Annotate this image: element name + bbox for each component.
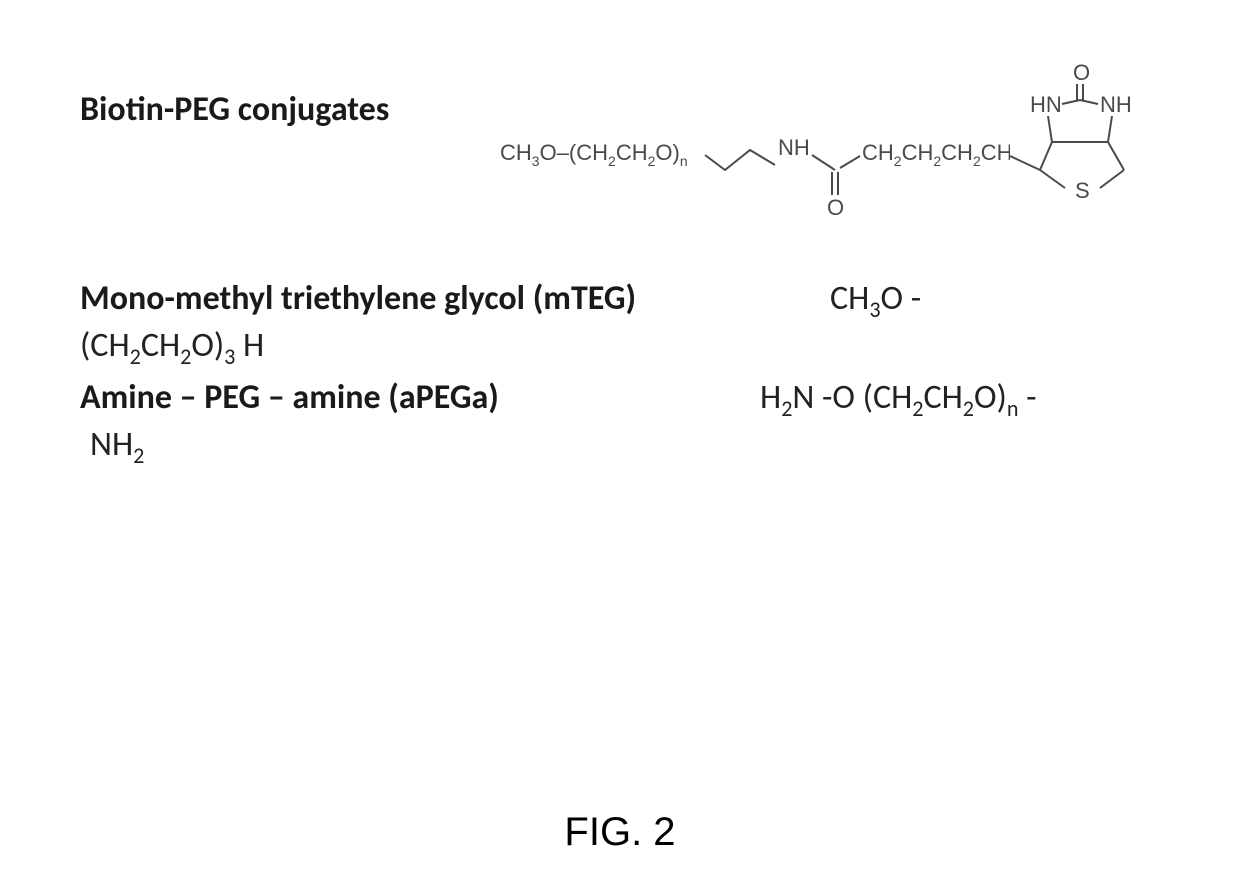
mteg-formula-wrap: (CH2CH2O)3 H <box>80 327 1180 364</box>
row-mteg: Mono-methyl triethylene glycol (mTEG) CH… <box>80 280 1180 317</box>
apega-label: Amine – PEG – amine (aPEGa) <box>80 379 640 416</box>
svg-text:NH: NH <box>1100 92 1132 117</box>
svg-text:O: O <box>1073 60 1090 85</box>
svg-text:CH3O–(CH2CH2O)n: CH3O–(CH2CH2O)n <box>500 140 688 169</box>
apega-formula-wrap: NH2 <box>80 426 1180 463</box>
svg-text:S: S <box>1075 178 1090 203</box>
biotin-svg: CH3O–(CH2CH2O)n NH O CH2CH2CH2CH2 S <box>500 60 1160 230</box>
svg-text:HN: HN <box>1030 92 1062 117</box>
biotin-structure: CH3O–(CH2CH2O)n NH O CH2CH2CH2CH2 S <box>500 60 1200 230</box>
mteg-formula-right: CH3O - <box>780 280 921 317</box>
biotin-title: Biotin-PEG conjugates <box>80 60 500 131</box>
svg-text:CH2CH2CH2CH2: CH2CH2CH2CH2 <box>862 140 1021 169</box>
svg-text:O: O <box>827 195 844 220</box>
figure-caption: FIG. 2 <box>0 810 1240 855</box>
row-biotin: Biotin-PEG conjugates CH3O–(CH2CH2O)n NH… <box>80 60 1180 230</box>
svg-text:NH: NH <box>778 135 810 160</box>
row-apega: Amine – PEG – amine (aPEGa) H2N -O (CH2C… <box>80 379 1180 416</box>
apega-formula-right: H2N -O (CH2CH2O)n - <box>640 379 1037 416</box>
figure-content: Biotin-PEG conjugates CH3O–(CH2CH2O)n NH… <box>0 0 1240 464</box>
mteg-label: Mono-methyl triethylene glycol (mTEG) <box>80 280 780 317</box>
